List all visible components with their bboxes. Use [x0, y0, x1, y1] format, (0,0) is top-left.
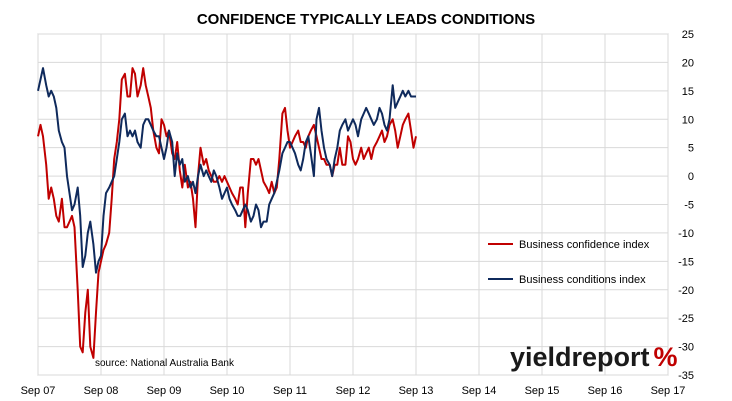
x-tick-label: Sep 07 — [21, 385, 56, 397]
x-tick-label: Sep 17 — [651, 385, 686, 397]
y-tick-label: 10 — [682, 114, 694, 126]
legend-label-conditions: Business conditions index — [519, 274, 646, 286]
y-tick-label: -35 — [678, 370, 694, 382]
business-conditions-line — [37, 67, 416, 274]
source-annotation: source: National Australia Bank — [95, 358, 235, 369]
legend: Business confidence index Business condi… — [488, 239, 650, 286]
y-tick-label: 0 — [688, 171, 694, 183]
x-tick-label: Sep 14 — [462, 385, 497, 397]
vertical-gridlines — [37, 34, 669, 375]
y-tick-label: -5 — [684, 200, 694, 212]
y-axis-tick-labels: 25 20 15 10 5 0 -5 -10 -15 -20 -25 -30 -35 — [678, 29, 694, 382]
x-tick-label: Sep 08 — [84, 385, 119, 397]
y-tick-label: -20 — [678, 285, 694, 297]
y-tick-label: -10 — [678, 228, 694, 240]
x-axis-tick-labels: Sep 07 Sep 08 Sep 09 Sep 10 Sep 11 Sep 12 Sep … — [21, 385, 686, 397]
yieldreport-logo: yieldreport% — [510, 342, 678, 372]
y-tick-label: -15 — [678, 256, 694, 268]
x-tick-label: Sep 15 — [525, 385, 560, 397]
business-confidence-line — [37, 67, 417, 359]
x-tick-label: Sep 10 — [210, 385, 245, 397]
svg-text:yieldreport%: yieldreport% — [510, 342, 678, 372]
y-tick-label: -25 — [678, 313, 694, 325]
x-tick-label: Sep 11 — [273, 385, 307, 397]
y-tick-label: 20 — [682, 57, 694, 69]
x-tick-label: Sep 12 — [336, 385, 371, 397]
x-tick-label: Sep 09 — [147, 385, 182, 397]
y-tick-label: 15 — [682, 86, 694, 98]
chart-title: CONFIDENCE TYPICALLY LEADS CONDITIONS — [197, 11, 535, 28]
legend-label-confidence: Business confidence index — [519, 239, 650, 251]
x-tick-label: Sep 16 — [588, 385, 623, 397]
logo-text: yieldreport — [510, 342, 650, 372]
y-tick-label: 5 — [688, 143, 694, 155]
logo-percent-icon: % — [654, 342, 678, 372]
series-lines — [37, 67, 417, 359]
y-tick-label: 25 — [682, 29, 694, 41]
x-tick-label: Sep 13 — [399, 385, 434, 397]
y-tick-label: -30 — [678, 342, 694, 354]
